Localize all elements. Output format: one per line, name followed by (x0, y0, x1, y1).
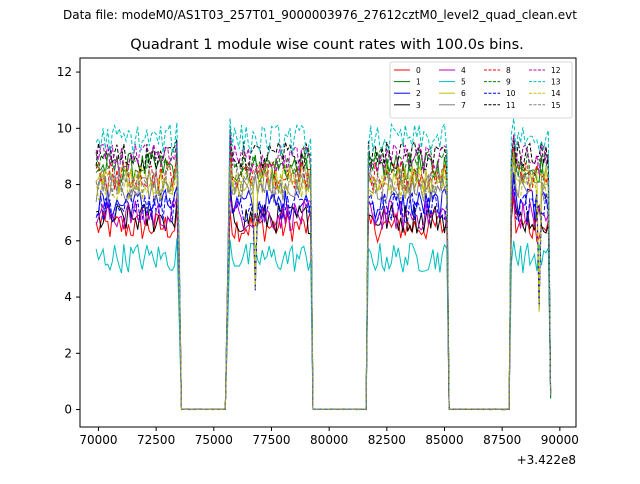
x-tick-label: 80000 (310, 433, 348, 447)
legend-label-4: 4 (461, 66, 466, 75)
legend-label-12: 12 (551, 66, 561, 75)
x-tick-label: 87500 (483, 433, 521, 447)
y-tick-label: 8 (64, 178, 72, 192)
y-tick-label: 6 (64, 234, 72, 248)
x-offset-label: +3.422e8 (517, 453, 576, 467)
y-tick-label: 2 (64, 346, 72, 360)
x-tick-label: 77500 (252, 433, 290, 447)
chart-title: Quadrant 1 module wise count rates with … (130, 37, 524, 53)
legend-label-0: 0 (416, 66, 421, 75)
x-tick-label: 90000 (541, 433, 579, 447)
data-file-header: Data file: modeM0/AS1T03_257T01_90000039… (63, 8, 577, 22)
series-group (95, 118, 552, 411)
y-tick-label: 0 (64, 403, 72, 417)
x-tick-label: 75000 (195, 433, 233, 447)
x-tick-label: 82500 (368, 433, 406, 447)
x-tick-label: 72500 (137, 433, 175, 447)
legend-label-14: 14 (551, 89, 561, 98)
legend-label-1: 1 (416, 78, 421, 87)
legend-label-7: 7 (461, 101, 466, 110)
legend-label-2: 2 (416, 89, 421, 98)
y-tick-label: 10 (57, 121, 72, 135)
legend-label-10: 10 (506, 89, 516, 98)
legend-label-5: 5 (461, 78, 466, 87)
legend-label-8: 8 (506, 66, 511, 75)
legend-label-11: 11 (506, 101, 516, 110)
x-tick-label: 70000 (79, 433, 117, 447)
x-tick-label: 85000 (425, 433, 463, 447)
series-line-15 (95, 161, 552, 411)
y-tick-label: 4 (64, 290, 72, 304)
plot-frame (79, 57, 577, 428)
legend-box (389, 61, 573, 119)
y-tick-label: 12 (57, 65, 72, 79)
legend-label-15: 15 (551, 101, 561, 110)
legend-label-9: 9 (506, 78, 511, 87)
legend-label-6: 6 (461, 89, 466, 98)
legend-label-13: 13 (551, 78, 561, 87)
legend-label-3: 3 (416, 101, 421, 110)
